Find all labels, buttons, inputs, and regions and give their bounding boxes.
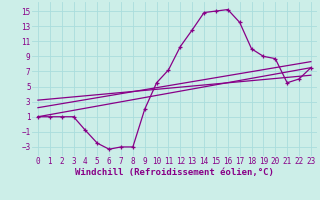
X-axis label: Windchill (Refroidissement éolien,°C): Windchill (Refroidissement éolien,°C) [75, 168, 274, 177]
